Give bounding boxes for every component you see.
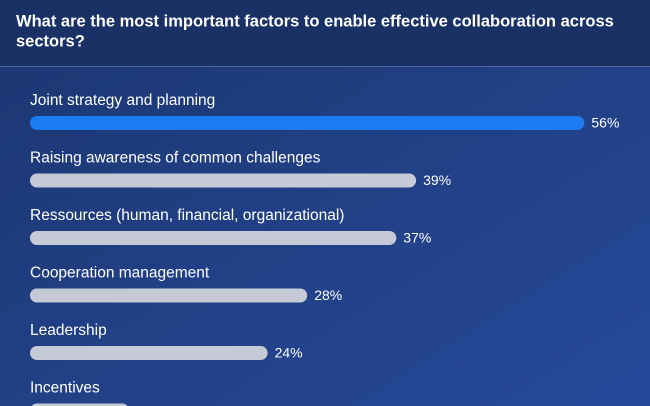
- question-title: sectors?: [16, 32, 85, 50]
- bar: [30, 173, 417, 188]
- bar: [30, 116, 585, 130]
- value-label: 28%: [314, 287, 342, 303]
- value-label: 24%: [275, 345, 303, 361]
- bar: [31, 403, 128, 406]
- option-label: Ressources (human, financial, organizati…: [30, 207, 344, 224]
- option-label: Incentives: [30, 380, 100, 397]
- option-label: Joint strategy and planning: [30, 92, 215, 109]
- option-label: Raising awareness of common challenges: [30, 150, 321, 167]
- value-label: 37%: [403, 230, 431, 246]
- option-label: Cooperation management: [30, 265, 210, 282]
- bar: [30, 288, 308, 303]
- bar: [30, 231, 397, 245]
- value-label: 56%: [591, 115, 619, 131]
- bar: [30, 346, 268, 360]
- question-title: What are the most important factors to e…: [16, 12, 614, 30]
- option-label: Leadership: [30, 322, 107, 339]
- value-label: 39%: [423, 172, 451, 188]
- header: [0, 0, 650, 66]
